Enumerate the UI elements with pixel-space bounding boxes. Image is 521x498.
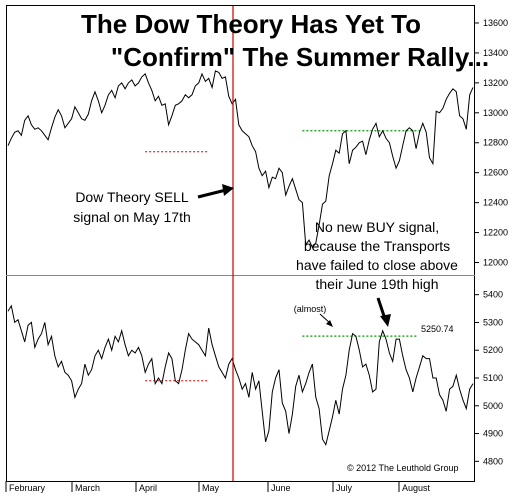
ytick-label: 12400 [483, 198, 508, 208]
month-label: May [202, 483, 220, 493]
ytick-label: 12800 [483, 138, 508, 148]
ytick-label: 4800 [483, 456, 503, 466]
ytick-label: 12200 [483, 228, 508, 238]
transports-level-label: 5250.74 [421, 324, 454, 334]
month-label: June [271, 483, 291, 493]
ytick-label: 13200 [483, 78, 508, 88]
month-label: March [75, 483, 100, 493]
top-panel-yaxis: 12000 12200 12400 12600 12800 13000 13200 13400… [475, 18, 508, 268]
sell-annotation-line2: signal on May 17th [73, 209, 191, 225]
sell-arrow [197, 184, 234, 199]
series-lines [7, 70, 474, 447]
ytick-label: 13600 [483, 18, 508, 28]
buy-annotation-line4: their June 19th high [316, 276, 439, 292]
ytick-label: 12600 [483, 168, 508, 178]
series-line-0 [7, 70, 474, 249]
chart-title-line2: "Confirm" The Summer Rally... [111, 42, 489, 72]
ytick-label: 4900 [483, 429, 503, 439]
ytick-label: 5100 [483, 373, 503, 383]
ytick-label: 13000 [483, 108, 508, 118]
series-line-1 [7, 304, 474, 447]
almost-label: (almost) [294, 304, 327, 314]
month-label: August [402, 483, 431, 493]
ytick-label: 12000 [483, 258, 508, 268]
ytick-label: 5200 [483, 345, 503, 355]
reference-lines [145, 130, 420, 382]
month-axis: February March April May June July August [5, 481, 431, 493]
buy-annotation-line2: because the Transports [304, 238, 450, 254]
ytick-label: 5400 [483, 290, 503, 300]
ytick-label: 5300 [483, 317, 503, 327]
ytick-label: 13400 [483, 48, 508, 58]
month-label: April [139, 483, 157, 493]
buy-annotation-line1: No new BUY signal, [315, 219, 439, 235]
buy-annotation-line3: have failed to close above [296, 257, 458, 273]
month-label: July [336, 483, 353, 493]
copyright: © 2012 The Leuthold Group [347, 463, 459, 473]
almost-arrow [319, 313, 333, 327]
month-label: February [9, 483, 46, 493]
chart-title-line1: The Dow Theory Has Yet To [81, 9, 421, 39]
chart-frame [6, 5, 475, 482]
sell-annotation-line1: Dow Theory SELL [75, 189, 189, 205]
buy-arrow [376, 297, 391, 327]
bottom-panel-yaxis: 4800 4900 5000 5100 5200 5300 5400 [475, 290, 503, 466]
ytick-label: 5000 [483, 401, 503, 411]
